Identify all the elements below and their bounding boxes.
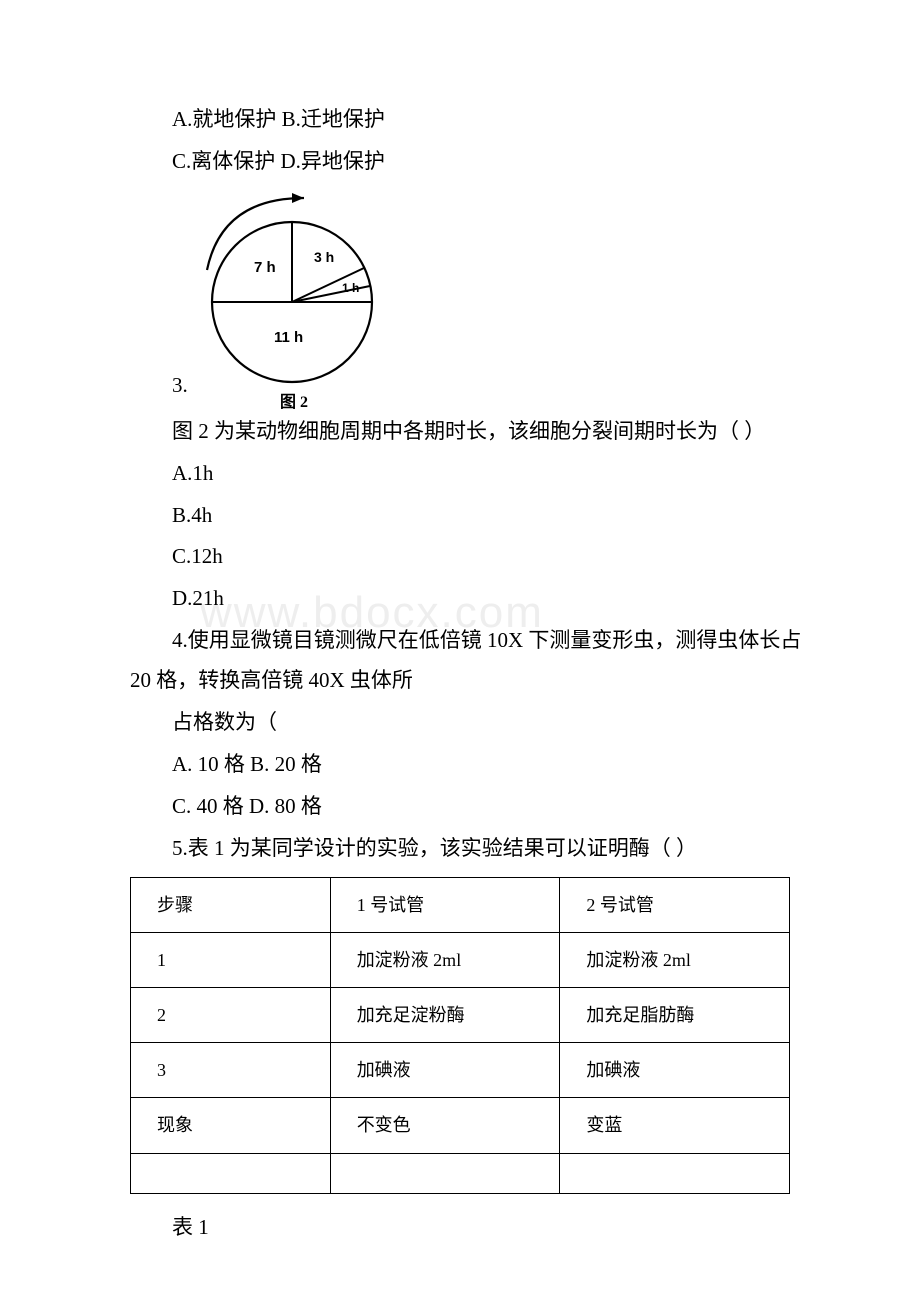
q2-option-ab: A.就地保护 B.迁地保护: [130, 100, 810, 140]
diagram-caption: 图 2: [280, 393, 308, 411]
table-cell: 不变色: [330, 1098, 560, 1153]
q4-stem-1: 4.使用显微镜目镜测微尺在低倍镜 10X 下测量变形虫，测得虫体长占 20 格，…: [130, 621, 810, 701]
table-row: 现象 不变色 变蓝: [131, 1098, 790, 1153]
table-row: 1 加淀粉液 2ml 加淀粉液 2ml: [131, 932, 790, 987]
label-3h: 3 h: [314, 249, 334, 265]
table-cell: 现象: [131, 1098, 331, 1153]
table-row: [131, 1153, 790, 1193]
cell-cycle-diagram: 7 h 3 h 1 h 11 h 图 2: [192, 192, 392, 412]
table-cell: 变蓝: [560, 1098, 790, 1153]
q2-opt-d: D.异地保护: [281, 149, 385, 173]
label-11h: 11 h: [274, 329, 303, 346]
q4-opt-ab: A. 10 格 B. 20 格: [130, 745, 810, 785]
table-cell: [131, 1153, 331, 1193]
table-header-cell: 1 号试管: [330, 877, 560, 932]
table-cell: 加淀粉液 2ml: [560, 932, 790, 987]
q4-stem-2: 占格数为（: [130, 703, 810, 743]
q3-opt-b: B.4h: [130, 496, 810, 536]
q2-opt-a: A.就地保护: [172, 107, 276, 131]
table-cell: 加充足脂肪酶: [560, 987, 790, 1042]
q3-diagram-row: 3. 7 h 3 h 1 h 11 h 图 2: [130, 192, 810, 412]
q5-stem: 5.表 1 为某同学设计的实验，该实验结果可以证明酶（ ）: [130, 829, 810, 869]
table-cell: 1: [131, 932, 331, 987]
q3-opt-a: A.1h: [130, 454, 810, 494]
table-row: 3 加碘液 加碘液: [131, 1043, 790, 1098]
q5-caption: 表 1: [130, 1208, 810, 1248]
label-7h: 7 h: [254, 259, 276, 276]
q4-opt-cd: C. 40 格 D. 80 格: [130, 787, 810, 827]
table-header-cell: 步骤: [131, 877, 331, 932]
q3-opt-d: D.21h: [130, 579, 810, 619]
table-row: 步骤 1 号试管 2 号试管: [131, 877, 790, 932]
q2-opt-c: C.离体保护: [172, 149, 275, 173]
table-cell: 加碘液: [560, 1043, 790, 1098]
table-cell: 加充足淀粉酶: [330, 987, 560, 1042]
table-header-cell: 2 号试管: [560, 877, 790, 932]
table-cell: 2: [131, 987, 331, 1042]
label-1h: 1 h: [342, 281, 359, 295]
q3-number: 3.: [130, 366, 188, 412]
table-cell: [560, 1153, 790, 1193]
table-row: 2 加充足淀粉酶 加充足脂肪酶: [131, 987, 790, 1042]
watermark-area: www.bdocx.com D.21h: [130, 579, 810, 619]
table-cell: [330, 1153, 560, 1193]
q3-opt-c: C.12h: [130, 537, 810, 577]
enzyme-experiment-table: 步骤 1 号试管 2 号试管 1 加淀粉液 2ml 加淀粉液 2ml 2 加充足…: [130, 877, 790, 1194]
table-cell: 3: [131, 1043, 331, 1098]
q2-option-cd: C.离体保护 D.异地保护: [130, 142, 810, 182]
q2-opt-b: B.迁地保护: [282, 107, 385, 131]
table-cell: 加碘液: [330, 1043, 560, 1098]
q3-stem: 图 2 为某动物细胞周期中各期时长，该细胞分裂间期时长为（ ）: [130, 412, 810, 452]
table-cell: 加淀粉液 2ml: [330, 932, 560, 987]
